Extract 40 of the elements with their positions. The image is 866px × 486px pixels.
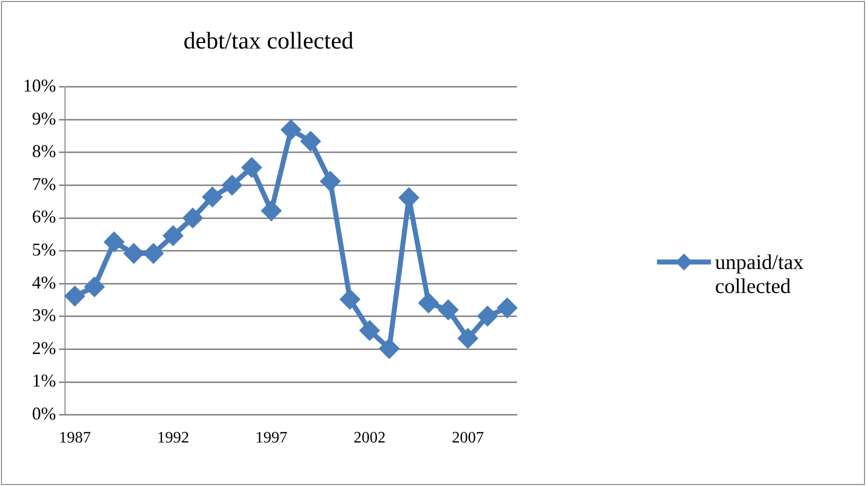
point (144, 244, 163, 263)
x-tick-label: 1997 (255, 430, 288, 447)
x-tick-label: 1987 (58, 430, 91, 447)
x-tick-label: 2007 (452, 430, 484, 447)
point (124, 244, 144, 263)
y-tick-label: 9% (32, 108, 56, 128)
point (183, 208, 202, 228)
point (281, 120, 300, 140)
legend-label: unpaid/tax collected (715, 250, 805, 298)
point (478, 306, 498, 326)
y-tick-label: 4% (32, 272, 56, 292)
point (458, 328, 478, 348)
y-tick-label: 3% (32, 305, 56, 326)
point (360, 321, 380, 340)
chart-title: debt/tax collected (184, 28, 354, 55)
point (202, 188, 222, 207)
point (164, 226, 183, 246)
point (380, 339, 399, 358)
point (320, 172, 340, 191)
y-tick-label: 0% (32, 404, 56, 424)
point (438, 300, 458, 320)
point (498, 298, 517, 318)
y-tick-label: 10% (22, 76, 56, 96)
point (242, 158, 262, 177)
y-tick-label: 5% (32, 240, 56, 260)
y-tick-label: 7% (32, 174, 56, 194)
point (104, 232, 124, 252)
y-tick-label: 6% (32, 206, 56, 227)
point (262, 201, 281, 220)
point (301, 132, 320, 151)
y-tick-label: 8% (32, 141, 56, 162)
x-tick-label: 1992 (157, 430, 190, 447)
point (222, 176, 242, 195)
point (84, 277, 104, 296)
x-tick-label: 2002 (354, 430, 386, 447)
point (65, 286, 84, 306)
point (340, 290, 360, 309)
y-tick-label: 1% (32, 370, 56, 391)
point (419, 293, 438, 312)
y-tick-label: 2% (32, 338, 56, 358)
